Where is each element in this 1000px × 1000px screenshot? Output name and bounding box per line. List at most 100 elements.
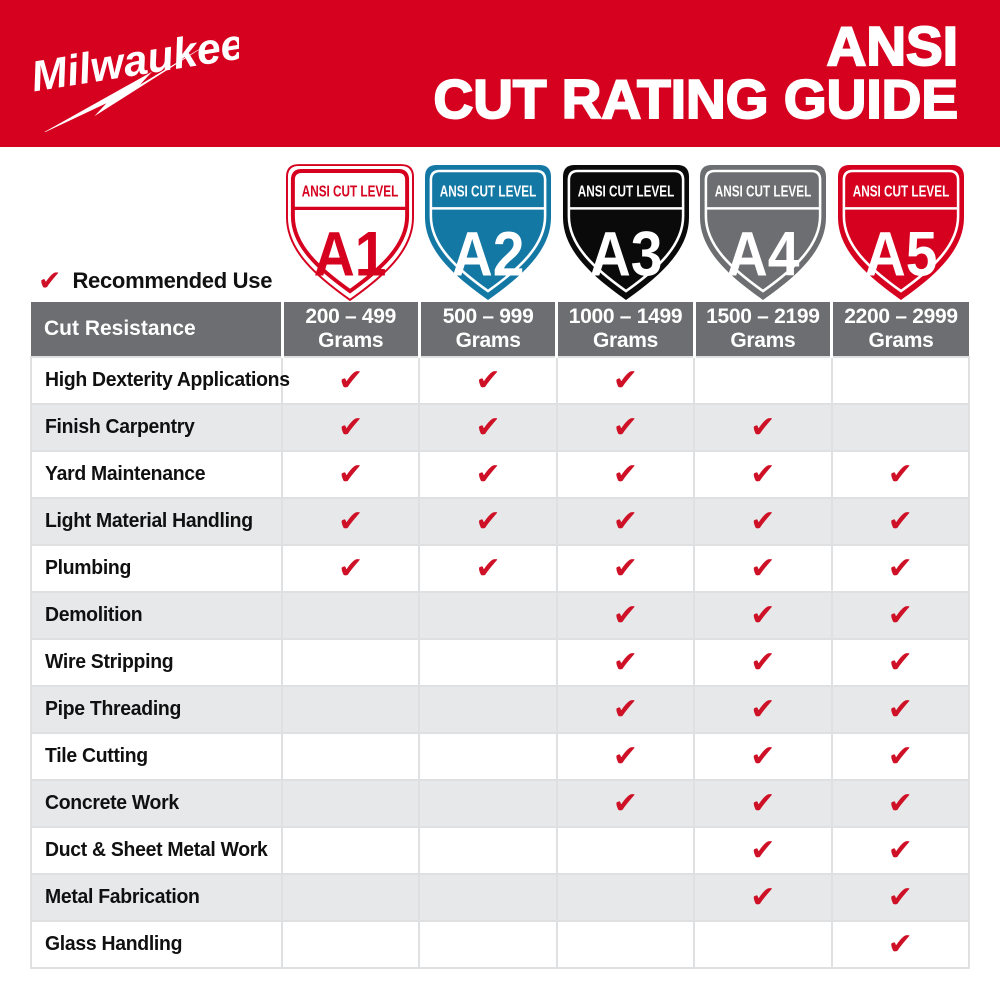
application-label-cell: Tile Cutting [30, 732, 283, 781]
check-icon: ✔ [555, 356, 696, 405]
empty-cell [418, 732, 558, 781]
check-icon: ✔ [555, 497, 696, 546]
check-icon: ✔ [693, 403, 833, 452]
check-icon: ✔ [555, 732, 696, 781]
check-icon: ✔ [555, 591, 696, 640]
column-header-a4-grams: 1500 – 2199 Grams [692, 302, 832, 357]
empty-cell [418, 873, 558, 922]
check-icon: ✔ [830, 497, 971, 546]
application-label-cell: Yard Maintenance [30, 450, 283, 499]
check-icon: ✔ [693, 685, 833, 734]
shield-level-letter: A3 [589, 219, 662, 289]
check-icon: ✔ [830, 732, 971, 781]
empty-cell [418, 779, 558, 828]
application-label-cell: High Dexterity Applications [30, 356, 290, 405]
empty-cell [693, 356, 833, 405]
application-label: Wire Stripping [45, 651, 174, 673]
application-label: Duct & Sheet Metal Work [45, 839, 268, 861]
grams-unit: Grams [455, 329, 521, 352]
shield-banner-label: ANSI CUT LEVEL [440, 184, 537, 201]
check-icon: ✔ [555, 779, 696, 828]
application-label: Plumbing [45, 557, 132, 579]
check-icon: ✔ [830, 591, 971, 640]
empty-cell [280, 732, 421, 781]
shield-inner-border [290, 169, 410, 294]
shield-level-letter: A5 [865, 219, 938, 289]
check-icon: ✔ [693, 544, 833, 593]
table-row: Metal Fabrication ✔ ✔ [30, 873, 971, 922]
application-label-cell: Wire Stripping [30, 638, 283, 687]
application-label-cell: Metal Fabrication [30, 873, 283, 922]
table-row: Plumbing ✔ ✔ ✔ ✔ ✔ [30, 544, 971, 593]
legend-label: Recommended Use [72, 268, 273, 293]
check-icon: ✔ [280, 544, 421, 593]
check-icon: ✔ [555, 685, 696, 734]
milwaukee-logo: Milwaukee® [28, 20, 239, 132]
check-icon: ✔ [693, 450, 833, 499]
grams-range: 200 – 499 [305, 305, 397, 328]
grams-range: 1000 – 1499 [568, 305, 683, 328]
grams-unit: Grams [730, 329, 796, 352]
page-title-line2: CUT RATING GUIDE [432, 68, 959, 130]
column-header-a2-grams: 500 – 999 Grams [417, 302, 557, 357]
shield-inner-border [429, 169, 547, 293]
check-icon: ✔ [38, 264, 62, 297]
check-icon: ✔ [418, 403, 558, 452]
shield-a2: ANSI CUT LEVEL A2 [424, 165, 551, 300]
shield-a5: ANSI CUT LEVEL A5 [838, 165, 965, 300]
check-icon: ✔ [830, 685, 971, 734]
table-row: Tile Cutting ✔ ✔ ✔ [30, 732, 971, 781]
shield-level-letter: A2 [451, 219, 524, 289]
check-icon: ✔ [280, 403, 421, 452]
empty-cell [280, 873, 421, 922]
grams-unit: Grams [318, 329, 384, 352]
application-label: Tile Cutting [45, 745, 148, 767]
check-icon: ✔ [693, 873, 833, 922]
application-label: Metal Fabrication [45, 886, 200, 908]
check-icon: ✔ [830, 873, 971, 922]
check-icon: ✔ [418, 450, 558, 499]
table-row: Pipe Threading ✔ ✔ ✔ [30, 685, 971, 734]
table-row: Glass Handling ✔ [30, 920, 971, 969]
empty-cell [280, 685, 421, 734]
check-icon: ✔ [830, 920, 971, 969]
application-label-cell: Glass Handling [30, 920, 283, 969]
application-label: Pipe Threading [45, 698, 182, 720]
check-icon: ✔ [830, 826, 971, 875]
check-icon: ✔ [693, 732, 833, 781]
application-label-cell: Duct & Sheet Metal Work [30, 826, 283, 875]
empty-cell [418, 920, 558, 969]
application-label-cell: Concrete Work [30, 779, 283, 828]
column-header-a1-grams: 200 – 499 Grams [280, 302, 420, 357]
table-row: Duct & Sheet Metal Work ✔ ✔ [30, 826, 971, 875]
check-icon: ✔ [280, 450, 421, 499]
empty-cell [555, 873, 696, 922]
shield-banner-label: ANSI CUT LEVEL [715, 184, 812, 201]
shield-inner-border [705, 169, 822, 293]
empty-cell [280, 591, 421, 640]
table-row: Demolition ✔ ✔ ✔ [30, 591, 971, 640]
grams-range: 1500 – 2199 [706, 305, 820, 328]
table-row: Wire Stripping ✔ ✔ ✔ [30, 638, 971, 687]
check-icon: ✔ [830, 450, 971, 499]
check-icon: ✔ [830, 779, 971, 828]
empty-cell [418, 685, 558, 734]
application-label: Glass Handling [45, 933, 183, 955]
empty-cell [280, 920, 421, 969]
column-header-a5-grams: 2200 – 2999 Grams [830, 302, 969, 357]
application-label-cell: Pipe Threading [30, 685, 283, 734]
application-label-cell: Finish Carpentry [30, 403, 283, 452]
check-icon: ✔ [830, 638, 971, 687]
column-header-cut-resistance: Cut Resistance [31, 302, 282, 357]
empty-cell [280, 826, 421, 875]
check-icon: ✔ [693, 638, 833, 687]
grams-unit: Grams [868, 329, 934, 352]
shield-level-letter: A1 [314, 219, 387, 289]
shield-level-letter: A4 [727, 219, 800, 289]
check-icon: ✔ [693, 826, 833, 875]
table-row: Light Material Handling ✔ ✔ ✔ ✔ ✔ [30, 497, 971, 546]
application-label-cell: Demolition [30, 591, 283, 640]
check-icon: ✔ [693, 779, 833, 828]
application-label: Light Material Handling [45, 510, 253, 532]
